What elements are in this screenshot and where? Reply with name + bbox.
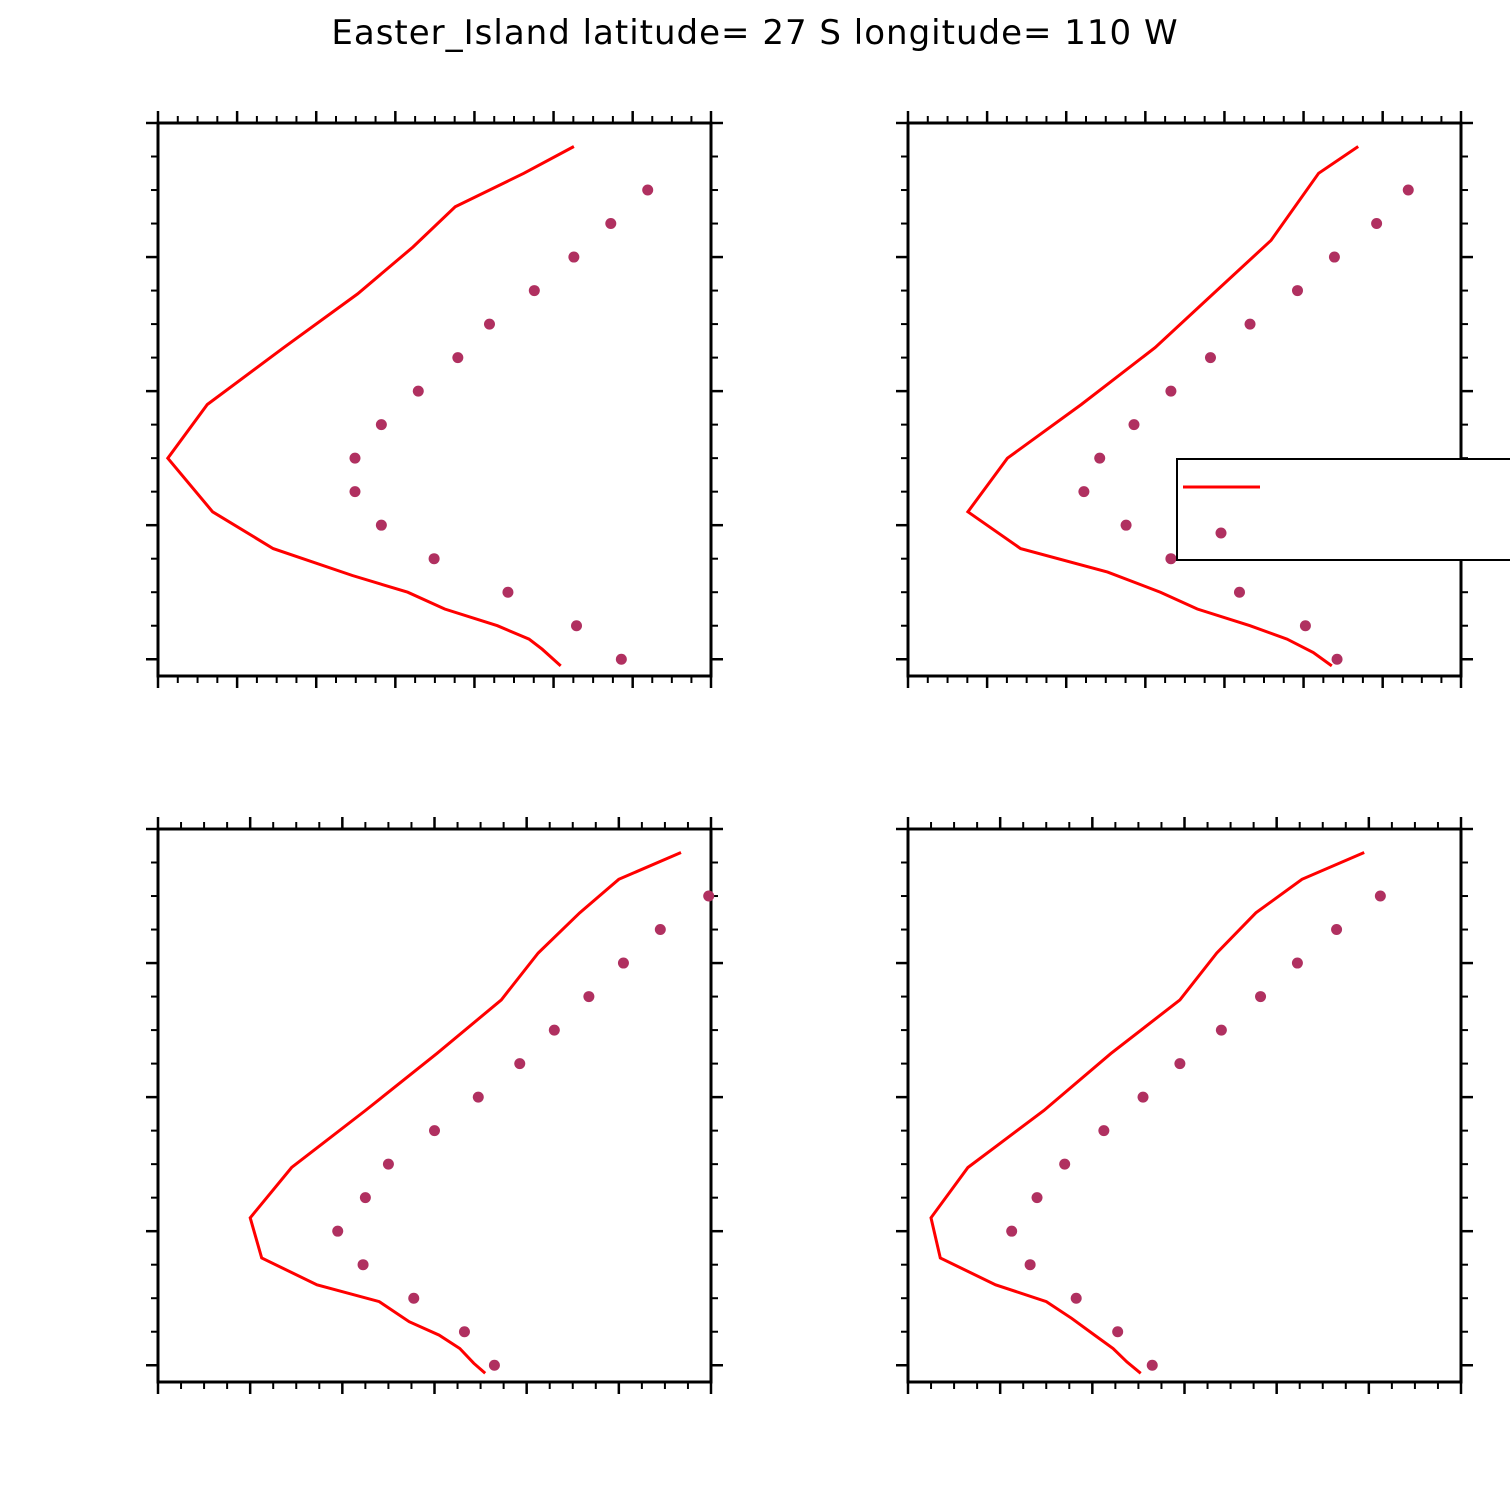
raobs-point [428,553,440,565]
raobs-point [359,1192,371,1204]
raobs-point [349,452,361,464]
raobs-point [1024,1259,1036,1271]
raobs-point [452,352,464,364]
raobs-point [528,285,540,297]
legend-obs-swatch [1215,527,1227,539]
raobs-point [1165,553,1177,565]
model-line [248,851,682,1375]
panel-apr [896,111,1473,688]
raobs-point [412,385,424,397]
plot-frame [906,121,1463,678]
raobs-point [1374,890,1386,902]
raobs-point [1402,184,1414,196]
raobs-point [571,620,583,632]
model-line [965,145,1360,668]
raobs-point [1291,957,1303,969]
raobs-point [1094,452,1106,464]
raobs-point [1244,318,1256,330]
raobs-point [583,991,595,1003]
raobs-point [1291,285,1303,297]
legend [1176,458,1510,561]
raobs-point [568,251,580,263]
raobs-point [332,1225,344,1237]
raobs-point [1120,519,1132,531]
raobs-point [1328,251,1340,263]
model-line [165,145,575,668]
panel-oct [896,817,1473,1394]
raobs-point [1031,1192,1043,1204]
raobs-point [1299,620,1311,632]
raobs-point [1174,1058,1186,1070]
plot-frame [156,121,713,678]
raobs-point [1112,1326,1124,1338]
plot-frame [906,827,1463,1384]
raobs-point [349,486,361,498]
raobs-point [1070,1292,1082,1304]
raobs-point [1233,586,1245,598]
raobs-point [458,1326,470,1338]
raobs-point [1098,1125,1110,1137]
raobs-point [1204,352,1216,364]
raobs-point [1078,486,1090,498]
raobs-point [488,1359,500,1371]
raobs-point [1255,991,1267,1003]
raobs-point [654,924,666,936]
raobs-point [502,586,514,598]
raobs-point [1331,924,1343,936]
raobs-point [617,957,629,969]
raobs-point [1006,1225,1018,1237]
raobs-point [1331,653,1343,665]
raobs-point [615,653,627,665]
raobs-point [703,890,715,902]
raobs-point [548,1024,560,1036]
raobs-point [375,519,387,531]
raobs-point [472,1091,484,1103]
raobs-point [605,218,617,230]
plot-frame [156,827,713,1384]
raobs-point [382,1158,394,1170]
raobs-point [1371,218,1383,230]
panels [146,111,1473,1394]
raobs-point [429,1125,440,1137]
raobs-point [1059,1158,1071,1170]
figure-title: Easter_Island latitude= 27 S longitude= … [331,13,1178,53]
raobs-point [375,419,387,431]
raobs-point [408,1292,420,1304]
legend-box [1176,458,1510,561]
panel-jul [146,817,723,1394]
raobs-point [1215,1024,1227,1036]
model-line [929,851,1365,1375]
raobs-point [483,318,495,330]
raobs-point [357,1259,369,1271]
panel-jan [146,111,723,688]
raobs-point [1146,1359,1158,1371]
raobs-point [642,184,654,196]
raobs-point [1128,419,1140,431]
raobs-point [514,1058,526,1070]
raobs-point [1137,1091,1149,1103]
raobs-point [1165,385,1177,397]
